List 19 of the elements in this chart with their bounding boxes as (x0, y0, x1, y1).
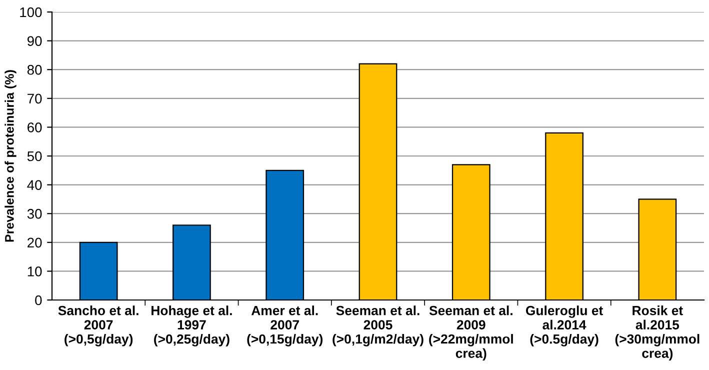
x-tick-label: Hohage et al. 1997 (>0,25g/day) (152, 306, 232, 346)
y-tick-label: 60 (28, 122, 42, 132)
x-tick-label: Rosik et al.2015 (>30mg/mmol crea) (615, 306, 700, 361)
y-tick-label: 10 (28, 266, 42, 276)
x-tick-label: Guleroglu et al.2014 (>0.5g/day) (526, 306, 603, 346)
y-tick-label: 30 (27, 208, 42, 219)
y-tick-label: 70 (28, 94, 42, 104)
y-axis-title: Prevalence of proteinuria (%) (4, 70, 16, 242)
x-tick-label: Seeman et al. 2009 (>22mg/mmol crea) (429, 306, 513, 361)
x-tick-label: Seeman et al. 2005 (>0,1g/m2/day) (332, 306, 424, 346)
y-tick-label: 90 (27, 36, 42, 46)
x-tick-label: Sancho et al. 2007 (>0,5g/day) (58, 306, 138, 346)
y-tick-label: 40 (27, 180, 42, 190)
y-tick-label: 80 (27, 64, 42, 75)
y-tick-label: 0 (35, 295, 42, 306)
y-tick-label: 20 (28, 238, 42, 248)
x-tick-label: Amer et al. 2007 (>0,15g/day) (247, 306, 323, 346)
y-tick-label: 100 (20, 7, 42, 18)
y-tick-label: 50 (27, 151, 42, 162)
